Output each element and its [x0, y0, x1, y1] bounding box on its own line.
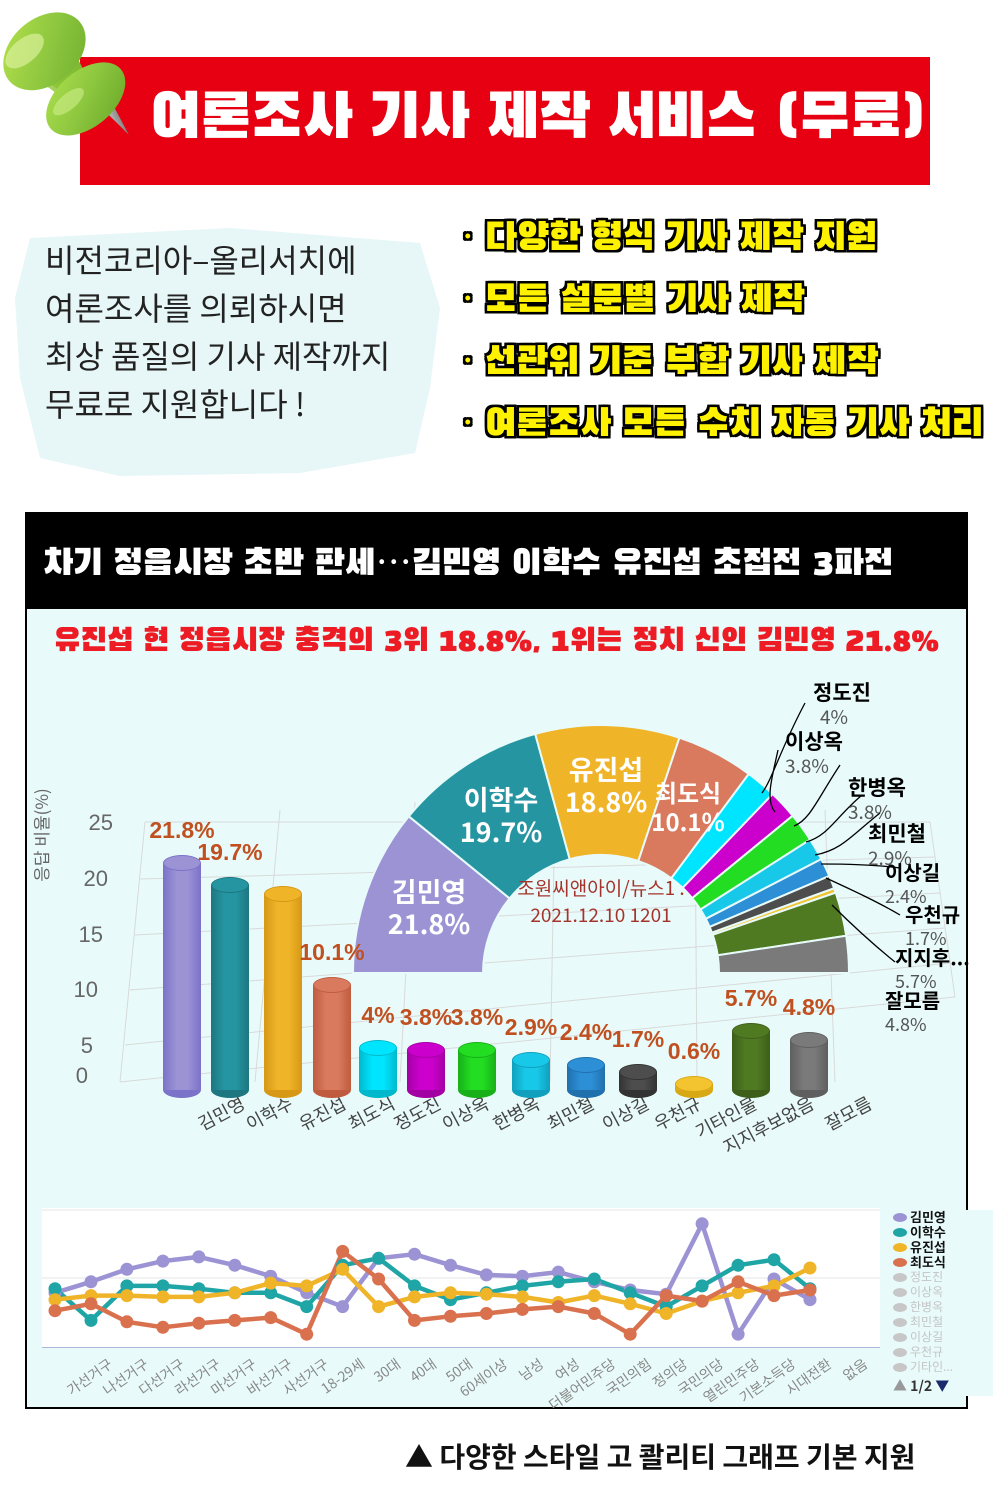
svg-text:이상길: 이상길 [885, 857, 940, 886]
svg-text:19.7%: 19.7% [460, 811, 543, 850]
svg-text:2021.12.10 1201: 2021.12.10 1201 [530, 901, 671, 928]
svg-text:4.8%: 4.8% [885, 1011, 927, 1037]
svg-text:21.8%: 21.8% [388, 903, 471, 942]
svg-text:0: 0 [76, 1063, 88, 1088]
svg-text:잘모름: 잘모름 [885, 985, 940, 1014]
svg-text:3.8%: 3.8% [785, 752, 829, 779]
svg-text:우천규: 우천규 [905, 899, 960, 928]
svg-text:조원씨앤아이/뉴스1 .: 조원씨앤아이/뉴스1 . [517, 874, 684, 901]
svg-text:지지후...: 지지후... [895, 942, 970, 971]
svg-text:10.1%: 10.1% [651, 803, 724, 838]
svg-text:18.8%: 18.8% [565, 781, 648, 820]
